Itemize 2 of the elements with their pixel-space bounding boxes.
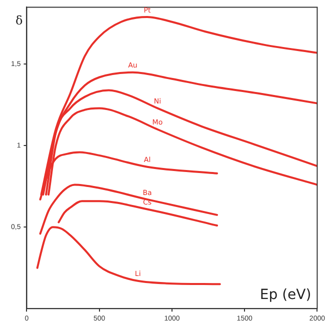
x-axis-title: Ep (eV) [260,287,312,304]
y-axis-title: δ [15,13,23,28]
